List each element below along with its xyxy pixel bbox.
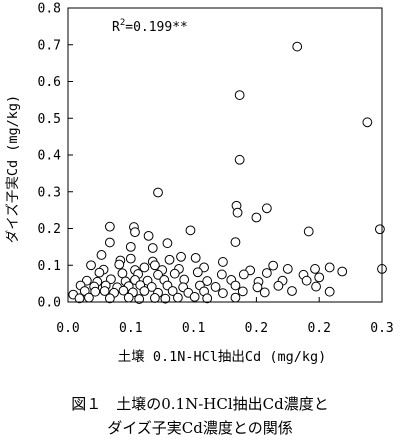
data-point <box>173 292 183 303</box>
data-point <box>252 282 263 293</box>
data-point <box>123 292 134 303</box>
data-point <box>234 154 245 165</box>
data-points <box>68 41 387 304</box>
data-point <box>90 286 101 297</box>
data-point <box>164 254 175 265</box>
data-point <box>125 253 136 264</box>
figure-caption-line1: 図１ 土壌の0.1N-HCl抽出Cd濃度と <box>71 395 329 413</box>
data-point <box>104 237 115 248</box>
x-tick-label: 0.1 <box>182 321 205 336</box>
data-point <box>74 293 85 304</box>
data-point <box>167 286 178 296</box>
data-point <box>134 294 145 304</box>
data-point <box>287 286 297 296</box>
data-point <box>153 269 163 280</box>
data-point <box>230 292 241 303</box>
y-tick-label: 0.3 <box>38 185 61 200</box>
y-axis-ticks: 0.0 0.1 0.2 0.3 0.4 0.5 0.6 0.7 0.8 <box>38 2 73 311</box>
data-point <box>324 286 335 297</box>
x-axis-label: 土壌 0.1N-HCl抽出Cd (mg/kg) <box>118 349 326 365</box>
data-point <box>162 238 173 249</box>
y-tick-label: 0.0 <box>38 296 61 311</box>
data-point <box>190 253 201 263</box>
data-point <box>375 224 385 235</box>
data-point <box>314 272 325 283</box>
data-point <box>237 286 248 297</box>
scatter-chart: 0.0 0.1 0.2 0.3 0.4 0.5 0.6 0.7 0.8 0.0 0.1 0.1 0.2… <box>5 2 394 366</box>
data-point <box>324 262 335 273</box>
y-tick-label: 0.1 <box>38 259 61 274</box>
y-tick-label: 0.4 <box>38 149 62 164</box>
data-point <box>273 280 284 291</box>
data-point <box>160 293 171 304</box>
data-point <box>230 237 241 247</box>
y-tick-label: 0.2 <box>38 222 61 237</box>
y-tick-label: 0.5 <box>38 112 61 127</box>
r2-annotation: R2=0.199** <box>112 18 188 35</box>
data-point <box>185 225 196 236</box>
data-point <box>232 207 243 218</box>
data-point <box>114 259 125 270</box>
data-point <box>303 226 314 237</box>
data-point <box>192 267 203 278</box>
y-tick-label: 0.7 <box>38 38 61 53</box>
x-tick-label: 0.3 <box>370 321 393 336</box>
x-tick-label: 0.2 <box>307 321 330 336</box>
data-point <box>301 275 312 286</box>
data-point <box>234 90 245 100</box>
data-point <box>310 264 320 274</box>
x-axis-ticks: 0.0 0.1 0.1 0.2 0.2 0.3 <box>56 297 394 336</box>
x-tick-label: 0.1 <box>119 321 142 336</box>
data-point <box>311 281 321 292</box>
data-point <box>118 285 129 296</box>
data-point <box>362 117 373 128</box>
y-tick-label: 0.6 <box>38 75 61 90</box>
data-point <box>106 274 116 285</box>
data-point <box>169 268 180 279</box>
data-point <box>147 243 158 253</box>
data-point <box>139 262 150 273</box>
y-axis-label: ダイズ子実Cd (mg/kg) <box>5 95 21 243</box>
x-tick-label: 0.2 <box>245 321 268 336</box>
data-point <box>259 287 270 298</box>
data-point <box>149 293 160 303</box>
data-point <box>238 269 249 280</box>
data-point <box>117 268 128 279</box>
data-point <box>292 41 303 52</box>
data-point <box>202 293 213 304</box>
data-point <box>218 288 228 299</box>
x-tick-label: 0.0 <box>56 321 79 336</box>
data-point <box>146 282 157 292</box>
data-point <box>99 286 110 296</box>
data-point <box>337 266 348 277</box>
data-point <box>282 264 293 274</box>
data-point <box>268 260 279 271</box>
data-point <box>261 268 272 278</box>
data-point <box>153 187 163 198</box>
data-point <box>261 203 272 214</box>
data-point <box>125 241 136 252</box>
data-point <box>176 251 186 262</box>
data-point <box>104 221 115 232</box>
data-point <box>202 276 213 286</box>
data-point <box>210 282 221 292</box>
data-point <box>94 267 105 278</box>
data-point <box>86 260 96 271</box>
data-point <box>104 293 115 304</box>
data-point <box>96 250 107 260</box>
data-point <box>218 257 228 267</box>
data-point <box>143 230 154 241</box>
data-point <box>251 212 262 223</box>
plot-frame <box>67 7 383 303</box>
data-point <box>84 292 94 303</box>
data-point <box>130 227 140 238</box>
data-point <box>189 291 200 302</box>
y-tick-label: 0.8 <box>38 2 61 17</box>
figure-caption-line2: ダイズ子実Cd濃度との関係 <box>107 419 293 437</box>
data-point <box>139 286 150 296</box>
data-point <box>230 280 241 291</box>
data-point <box>216 269 227 280</box>
data-point <box>149 260 160 271</box>
